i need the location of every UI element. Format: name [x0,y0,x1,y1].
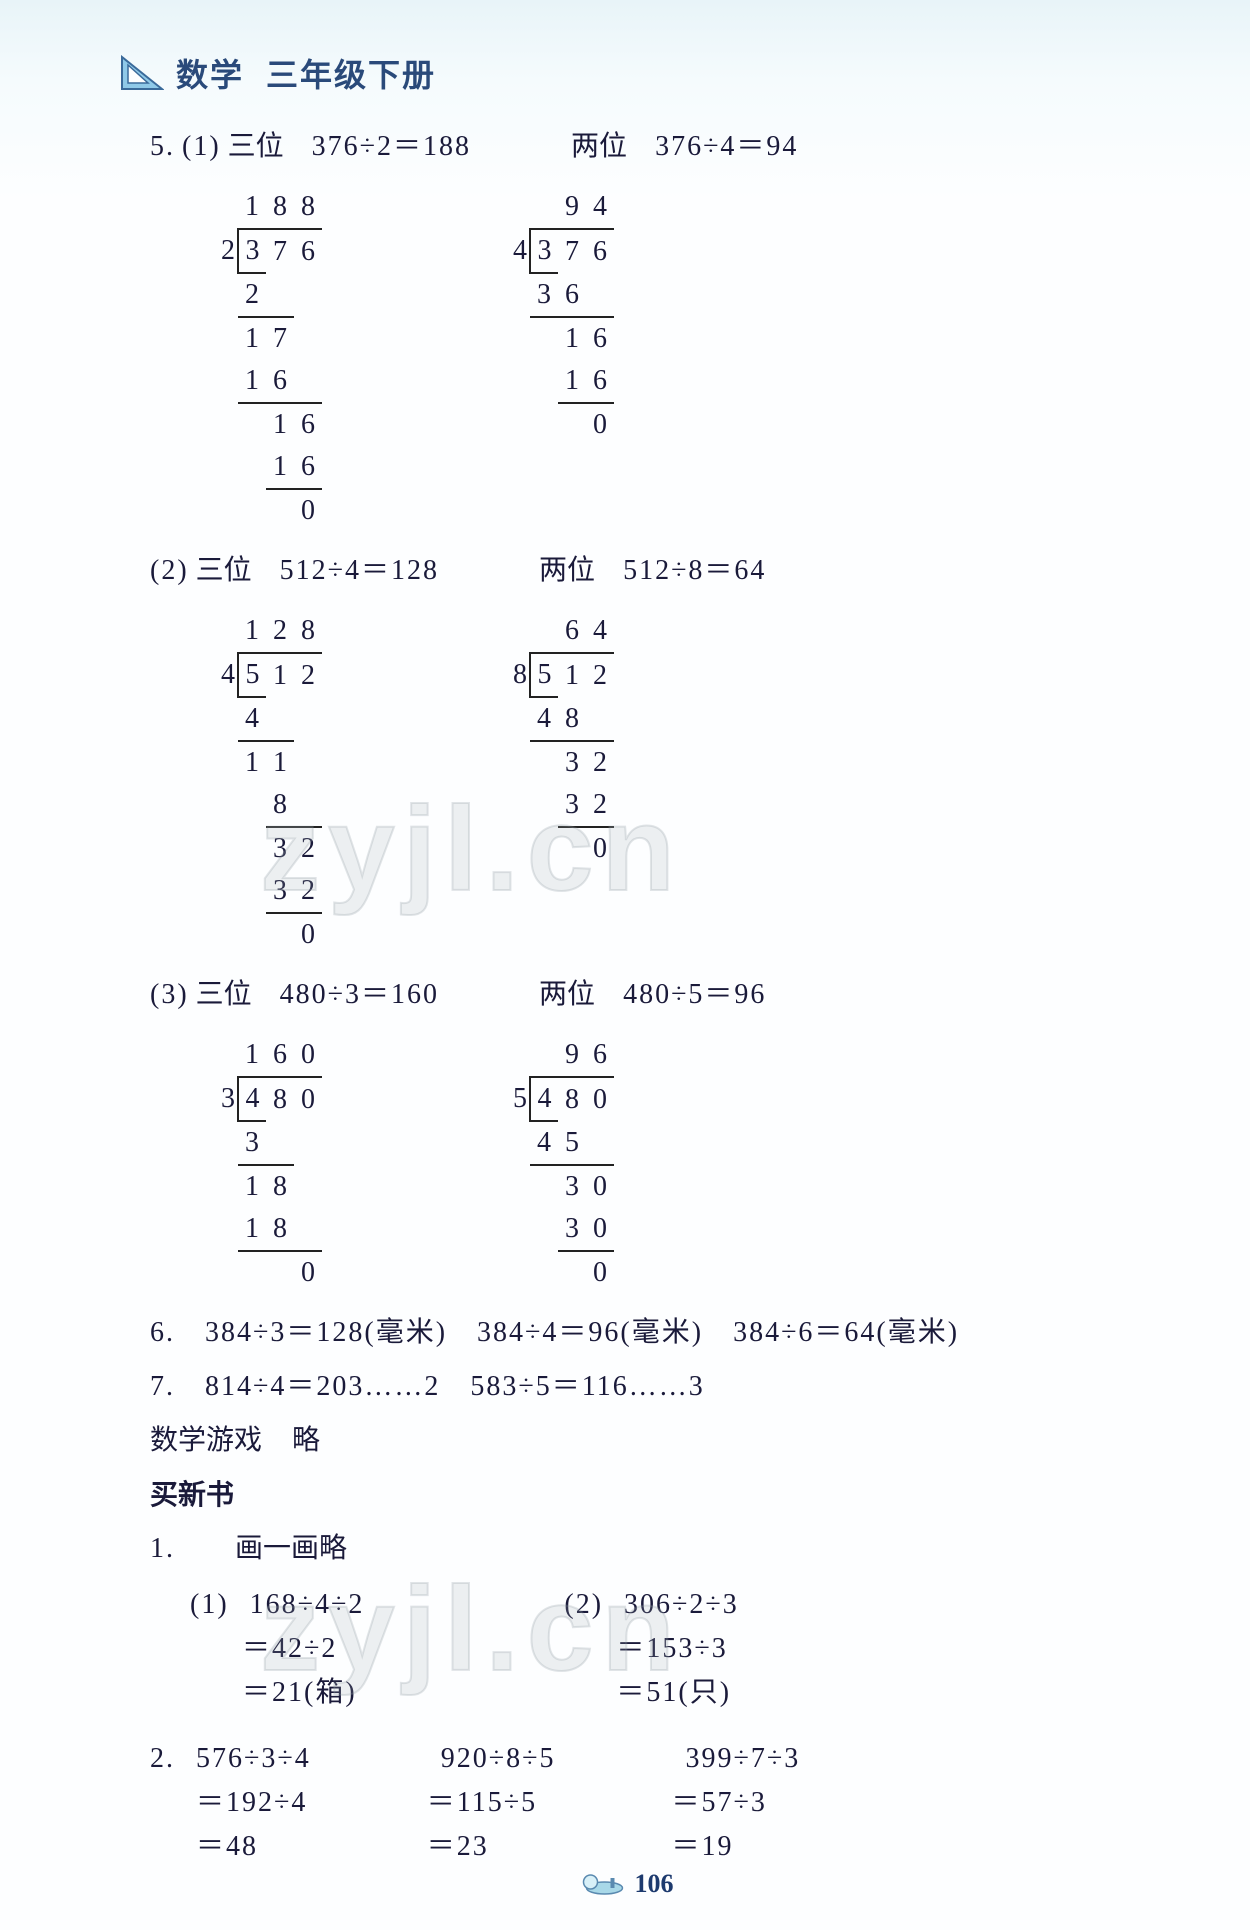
p5-2-tag: (2) [150,555,189,586]
longdiv-5-2-left: 1284512411832320 [210,610,322,956]
q2-c2-l3: ＝23 [427,1831,489,1862]
p5-3-right-expr: 480÷5＝96 [623,979,766,1010]
content: 5. (1) 三位 376÷2＝188 两位 376÷4＝94 18823762… [0,126,1250,1870]
header-grade: 三年级下册 [266,50,436,96]
q2-c2-l2: ＝115÷5 [427,1787,537,1818]
p7-num: 7. [150,1366,175,1408]
q1-work: (1) 168÷4÷2 ＝42÷2 ＝21(箱) (2) 306÷2÷3 ＝15… [150,1582,1130,1716]
p6-a: 384÷3＝128(毫米) [205,1312,447,1354]
longdiv-5-3-left: 1603480318180 [210,1034,322,1294]
p6: 6. 384÷3＝128(毫米) 384÷4＝96(毫米) 384÷6＝64(毫… [150,1312,1130,1354]
q1-sub: 画一画略 [235,1528,347,1570]
p5-1-left-expr: 376÷2＝188 [312,131,471,162]
q1-1-tag: (1) [190,1589,229,1620]
page: 数学 三年级下册 5. (1) 三位 376÷2＝188 两位 376÷4＝94… [0,0,1250,1930]
q1-1-l3: ＝21(箱) [242,1677,357,1708]
q1-2-l1: 306÷2÷3 [624,1589,739,1620]
math-game: 数学游戏 略 [150,1420,1130,1462]
q2-c3-l3: ＝19 [671,1831,733,1862]
p7: 7. 814÷4＝203……2 583÷5＝116……3 [150,1366,1130,1408]
game-label: 数学游戏 [150,1420,262,1462]
p5-2-header: (2) 三位 512÷4＝128 两位 512÷8＝64 [150,550,1130,592]
p6-num: 6. [150,1312,175,1354]
triangle-ruler-icon [120,55,164,91]
q2-c2: 920÷8÷5 ＝115÷5 ＝23 [441,1736,556,1870]
p5-1-work: 18823762171616160 9443763616160 [150,180,1130,550]
section-text: 买新书 [150,1474,234,1516]
q2-c3-l2: ＝57÷3 [671,1787,766,1818]
q1-num: 1. [150,1528,175,1570]
p5-1-tag: (1) [182,131,221,162]
p5-2-right-label: 两位 [539,555,595,586]
plane-icon [577,1868,627,1900]
p5-3-left-label: 三位 [196,979,252,1010]
section-title: 买新书 [150,1474,1130,1516]
q2: 2. 576÷3÷4 ＝192÷4 ＝48 920÷8÷5 ＝115÷5 ＝23… [150,1736,1130,1870]
p5-1-header: 5. (1) 三位 376÷2＝188 两位 376÷4＝94 [150,126,1130,168]
p5-num: 5. [150,131,175,162]
header-subject: 数学 [176,50,244,96]
q2-c1-l1: 576÷3÷4 [196,1743,311,1774]
page-header: 数学 三年级下册 [0,40,1250,126]
p5-3-header: (3) 三位 480÷3＝160 两位 480÷5＝96 [150,974,1130,1016]
game-ans: 略 [292,1420,320,1462]
q1-2-l3: ＝51(只) [616,1677,731,1708]
page-number: 106 [577,1868,674,1900]
p7-a: 814÷4＝203……2 [205,1366,440,1408]
q2-c3-l1: 399÷7÷3 [685,1743,800,1774]
q1-2-l2: ＝153÷3 [616,1633,727,1664]
p5-2-work: 1284512411832320 6485124832320 [150,604,1130,974]
q1-part2: (2) 306÷2÷3 ＝153÷3 ＝51(只) [564,1582,738,1716]
p5-1-right-expr: 376÷4＝94 [655,131,798,162]
p5-3-tag: (3) [150,979,189,1010]
p5-2-left-expr: 512÷4＝128 [280,555,439,586]
q2-c1-l3: ＝48 [196,1831,258,1862]
q2-c1-l2: ＝192÷4 [196,1787,307,1818]
p5-2-right-expr: 512÷8＝64 [623,555,766,586]
q1-header: 1. 画一画略 [150,1528,1130,1570]
q1-1-l1: 168÷4÷2 [250,1589,365,1620]
longdiv-5-3-right: 9654804530300 [502,1034,614,1294]
q1-part1: (1) 168÷4÷2 ＝42÷2 ＝21(箱) [190,1582,364,1716]
p5-3-right-label: 两位 [539,979,595,1010]
q2-c2-l1: 920÷8÷5 [441,1743,556,1774]
p5-3-work: 1603480318180 9654804530300 [150,1028,1130,1312]
p7-b: 583÷5＝116……3 [470,1366,704,1408]
p5-2-left-label: 三位 [196,555,252,586]
longdiv-5-1-right: 9443763616160 [502,186,614,446]
q1-1-l2: ＝42÷2 [242,1633,337,1664]
p6-b: 384÷4＝96(毫米) [477,1312,703,1354]
page-number-text: 106 [635,1869,674,1899]
q2-c1: 2. 576÷3÷4 ＝192÷4 ＝48 [150,1736,311,1870]
longdiv-5-2-right: 6485124832320 [502,610,614,870]
p5-3-left-expr: 480÷3＝160 [280,979,439,1010]
longdiv-5-1-left: 18823762171616160 [210,186,322,532]
q2-c3: 399÷7÷3 ＝57÷3 ＝19 [685,1736,800,1870]
q1-2-tag: (2) [564,1589,603,1620]
q2-num: 2. [150,1743,175,1774]
p5-1-left-label: 三位 [228,131,284,162]
p5-1-right-label: 两位 [571,131,627,162]
p6-c: 384÷6＝64(毫米) [733,1312,959,1354]
